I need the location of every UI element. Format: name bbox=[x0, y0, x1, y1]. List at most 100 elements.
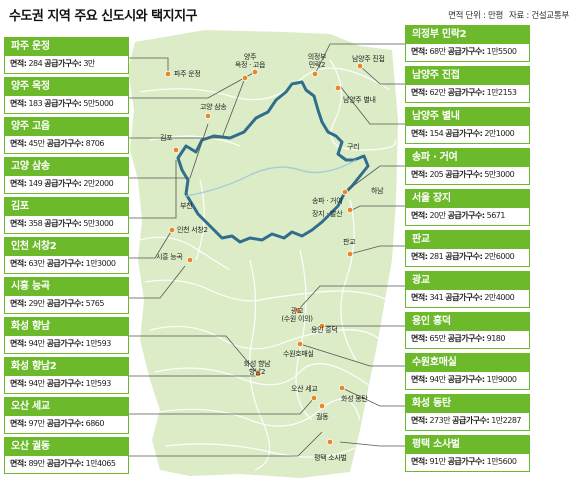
info-card: 판교 면적: 281 공급가구수: 2만6000 bbox=[405, 230, 530, 267]
area-label: 면적: bbox=[411, 47, 428, 56]
card-title: 남양주 진접 bbox=[406, 67, 529, 85]
area-label: 면적: bbox=[10, 379, 27, 388]
info-card: 광교 면적: 341 공급가구수: 2만4000 bbox=[405, 271, 530, 308]
card-body: 면적: 62만 공급가구수: 1만2153 bbox=[406, 85, 529, 102]
card-title: 오산 세교 bbox=[5, 398, 128, 416]
households-label: 공급가구수: bbox=[447, 334, 486, 343]
households-label: 공급가구수: bbox=[44, 219, 82, 228]
card-title: 고양 삼송 bbox=[5, 158, 128, 176]
map-label-songpa: 송파 · 거여 bbox=[312, 197, 343, 205]
area-value: 358 bbox=[28, 219, 43, 228]
card-body: 면적: 94만 공급가구수: 1만593 bbox=[5, 336, 128, 353]
map-label-gimpo: 김포 bbox=[160, 134, 173, 142]
unit-source: 면적 단위 : 만평 자료 : 건설교통부 bbox=[442, 9, 569, 21]
map-label-suwon: 수원호매실 bbox=[283, 350, 314, 358]
area-value: 94만 bbox=[429, 375, 446, 384]
map-label-gwanggyo-sub: (수원 이의) bbox=[281, 315, 313, 323]
households-label: 공급가구수: bbox=[46, 299, 85, 308]
info-card: 화성 동탄 면적: 273만 공급가구수: 1만2287 bbox=[405, 394, 530, 431]
card-title: 의정부 민락2 bbox=[406, 26, 529, 44]
area-value: 273만 bbox=[429, 416, 451, 425]
map-label-paju: 파주 운정 bbox=[174, 70, 201, 78]
households-label: 공급가구수: bbox=[44, 179, 82, 188]
card-body: 면적: 284 공급가구수: 3만 bbox=[5, 56, 128, 73]
area-label: 면적: bbox=[10, 219, 27, 228]
map-label-pangyo: 판교 bbox=[343, 238, 356, 246]
map-label-yangju-sub: 옥정 · 고읍 bbox=[234, 61, 266, 69]
area-label: 면적: bbox=[411, 334, 428, 343]
marker-jangji bbox=[346, 206, 354, 214]
info-card: 수원호매실 면적: 94만 공급가구수: 1만9000 bbox=[405, 353, 530, 390]
map-label-bucheon: 부천 bbox=[180, 202, 193, 210]
map-label-dongtan: 화성 동탄 bbox=[341, 395, 368, 403]
area-value: 154 bbox=[429, 129, 444, 138]
marker-dongtan bbox=[338, 384, 346, 392]
map-label-uijeongbu-title: 의정부 bbox=[307, 53, 327, 61]
area-label: 면적: bbox=[10, 339, 27, 348]
card-body: 면적: 94만 공급가구수: 1만593 bbox=[5, 376, 128, 393]
info-card: 화성 향남2 면적: 94만 공급가구수: 1만593 bbox=[4, 357, 129, 394]
card-body: 면적: 65만 공급가구수: 9180 bbox=[406, 331, 529, 348]
map-label-incheon: 인천 서창2 bbox=[177, 226, 208, 234]
area-label: 면적: bbox=[10, 299, 27, 308]
info-card: 용인 흥덕 면적: 65만 공급가구수: 9180 bbox=[405, 312, 530, 349]
card-body: 면적: 91만 공급가구수: 1만5600 bbox=[406, 454, 529, 471]
info-card: 화성 향남 면적: 94만 공급가구수: 1만593 bbox=[4, 317, 129, 354]
area-value: 45만 bbox=[28, 139, 45, 148]
households-value: 2만2000 bbox=[83, 179, 114, 188]
card-title: 송파 · 거여 bbox=[406, 149, 529, 167]
map-label-guri: 구리 bbox=[347, 143, 360, 151]
info-card: 파주 운정 면적: 284 공급가구수: 3만 bbox=[4, 37, 129, 74]
unit-label: 면적 단위 : 만평 bbox=[448, 11, 503, 21]
info-card: 송파 · 거여 면적: 205 공급가구수: 5만3000 bbox=[405, 148, 530, 185]
households-value: 8706 bbox=[85, 139, 105, 148]
households-value: 1만593 bbox=[85, 339, 112, 348]
households-value: 2만4000 bbox=[484, 293, 515, 302]
map-label-hyangnam: 화성 향남 향남2 bbox=[235, 360, 279, 376]
card-body: 면적: 89만 공급가구수: 1만4065 bbox=[5, 456, 128, 473]
map-label-uijeongbu: 의정부 민락2 bbox=[299, 53, 335, 69]
marker-yangju-goeup bbox=[241, 74, 249, 82]
households-label: 공급가구수: bbox=[46, 459, 85, 468]
info-card: 남양주 별내 면적: 154 공급가구수: 2만1000 bbox=[405, 107, 530, 144]
area-label: 면적: bbox=[411, 88, 428, 97]
households-label: 공급가구수: bbox=[46, 339, 85, 348]
card-title: 남양주 별내 bbox=[406, 108, 529, 126]
marker-osan bbox=[310, 394, 318, 402]
card-title: 용인 흥덕 bbox=[406, 313, 529, 331]
area-label: 면적: bbox=[411, 170, 428, 179]
households-label: 공급가구수: bbox=[447, 375, 486, 384]
households-label: 공급가구수: bbox=[445, 252, 483, 261]
marker-hyangnam bbox=[254, 370, 262, 378]
households-label: 공급가구수: bbox=[46, 139, 85, 148]
map-label-jinjeop: 남양주 진접 bbox=[352, 55, 385, 63]
info-card: 남양주 진접 면적: 62만 공급가구수: 1만2153 bbox=[405, 66, 530, 103]
map-label-jangji: 장지 · 발산 bbox=[312, 210, 343, 218]
households-value: 1만9000 bbox=[486, 375, 517, 384]
households-value: 6860 bbox=[85, 419, 105, 428]
households-value: 1만2287 bbox=[491, 416, 522, 425]
marker-incheon bbox=[168, 226, 176, 234]
card-body: 면적: 97만 공급가구수: 6860 bbox=[5, 416, 128, 433]
source-label: 자료 : 건설교통부 bbox=[508, 11, 569, 21]
map-label-osan: 오산 세교 bbox=[291, 385, 318, 393]
households-value: 1만4065 bbox=[85, 459, 116, 468]
card-title: 양주 옥정 bbox=[5, 78, 128, 96]
card-title: 광교 bbox=[406, 272, 529, 290]
area-value: 183 bbox=[28, 99, 43, 108]
area-value: 97만 bbox=[28, 419, 45, 428]
households-value: 5671 bbox=[486, 211, 506, 220]
area-value: 89만 bbox=[28, 459, 45, 468]
card-body: 면적: 149 공급가구수: 2만2000 bbox=[5, 176, 128, 193]
info-card: 김포 면적: 358 공급가구수: 5만3000 bbox=[4, 197, 129, 234]
info-card: 인천 서창2 면적: 63만 공급가구수: 1만3000 bbox=[4, 237, 129, 274]
households-value: 3만 bbox=[83, 59, 95, 68]
area-value: 65만 bbox=[429, 334, 446, 343]
marker-gimpo bbox=[172, 146, 180, 154]
card-body: 면적: 183 공급가구수: 5만5000 bbox=[5, 96, 128, 113]
map-label-uijeongbu-sub: 민락2 bbox=[308, 61, 326, 69]
card-body: 면적: 273만 공급가구수: 1만2287 bbox=[406, 413, 529, 430]
card-title: 화성 향남2 bbox=[5, 358, 128, 376]
map-label-gwoldong: 궐동 bbox=[316, 413, 329, 421]
page-title: 수도권 지역 주요 신도시와 택지지구 bbox=[9, 9, 198, 24]
